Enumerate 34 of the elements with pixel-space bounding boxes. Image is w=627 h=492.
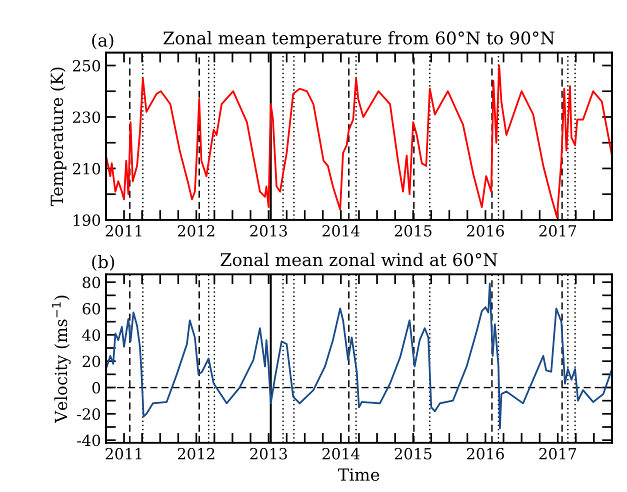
- y-tick-label: 210: [72, 162, 100, 174]
- y-tick-label: 0: [92, 382, 100, 394]
- x-tick-label: 2015: [394, 448, 432, 460]
- line-series: [106, 64, 612, 218]
- y-tick-label: 20: [82, 356, 100, 368]
- x-tick-label: 2016: [467, 225, 504, 237]
- text: (a): [92, 33, 114, 50]
- chart-title: Zonal mean temperature from 60°N to 90°N: [164, 31, 554, 48]
- x-tick-label: 2013: [250, 225, 287, 237]
- y-axis-title: Temperature (K): [50, 68, 66, 206]
- y-axis-title: Velocity (ms$^{−1}$): [52, 296, 71, 424]
- line-series: [106, 282, 612, 430]
- y-tick-label: 230: [72, 111, 100, 124]
- x-tick-label: 2011: [106, 448, 142, 460]
- chart-title: Zonal mean zonal wind at 60°N: [220, 252, 498, 266]
- y-tick-label: 250: [72, 60, 100, 72]
- x-tick-label: 2014: [322, 448, 360, 460]
- text: (b): [92, 254, 114, 271]
- x-tick-label: 2012: [178, 448, 214, 460]
- x-tick-label: 2012: [178, 225, 214, 237]
- x-tick-label: 2017: [539, 225, 576, 237]
- y-tick-label: -20: [77, 408, 100, 420]
- y-tick-label: -40: [77, 434, 100, 446]
- x-tick-label: 2011: [106, 225, 142, 237]
- y-tick-label: 190: [74, 214, 100, 226]
- x-tick-label: 2017: [539, 448, 576, 460]
- x-axis-title: Time: [338, 468, 380, 481]
- x-tick-label: 2015: [394, 225, 432, 237]
- y-tick-label: 80: [82, 276, 100, 288]
- y-tick-label: 60: [82, 302, 100, 315]
- x-tick-label: 2014: [322, 225, 360, 237]
- x-tick-label: 2013: [250, 448, 287, 460]
- x-tick-label: 2016: [467, 448, 504, 460]
- y-tick-label: 40: [82, 329, 100, 341]
